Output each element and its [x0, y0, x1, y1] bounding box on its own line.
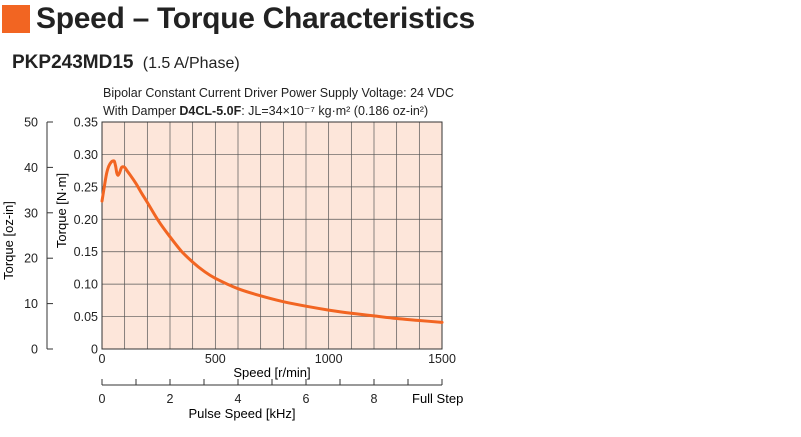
x-axis-label: Speed [r/min] [233, 365, 310, 380]
y-tick-label: 0.05 [74, 310, 98, 324]
y-tick-label: 0.20 [74, 213, 98, 227]
x2-tick-label: 4 [235, 392, 242, 406]
condition-driver: Bipolar Constant Current Driver Power Su… [103, 86, 454, 100]
y2-tick-label: 0 [31, 343, 38, 357]
model-current: (1.5 A/Phase) [142, 55, 240, 72]
curve-points [101, 160, 443, 323]
y-tick-label: 0.15 [74, 245, 98, 259]
x-tick-label: 0 [99, 352, 106, 366]
plot-area [102, 122, 442, 349]
x-tick-label: 1000 [315, 352, 343, 366]
y2-tick-label: 20 [24, 252, 38, 266]
condition-damper: With Damper D4CL-5.0F: JL=34×10⁻⁷ kg·m² … [103, 103, 428, 118]
y2-tick-label: 50 [24, 116, 38, 130]
x-tick-label: 500 [205, 352, 226, 366]
y2-axis-label: Torque [oz-in] [1, 201, 16, 280]
y2-tick-label: 30 [24, 206, 38, 220]
y-tick-label: 0.10 [74, 278, 98, 292]
title-bar: Speed – Torque Characteristics [2, 2, 475, 36]
condition-damper-prefix: With Damper [103, 104, 180, 118]
torque-curve [100, 159, 444, 324]
y-tick-label: 0.35 [74, 116, 98, 130]
y2-tick-label: 40 [24, 161, 38, 175]
y-tick-label: 0.30 [74, 148, 98, 162]
title-marker [2, 5, 30, 33]
x2-tick-label: 8 [371, 392, 378, 406]
x2-tick-label: 2 [167, 392, 174, 406]
y2-tick-label: 10 [24, 297, 38, 311]
y-axis-label: Torque [N·m] [54, 173, 69, 248]
x2-axis-label: Pulse Speed [kHz] [189, 406, 296, 421]
y-tick-label: 0.25 [74, 180, 98, 194]
x-tick-label: 1500 [428, 352, 456, 366]
y-tick-label: 0 [91, 343, 98, 357]
condition-damper-suffix: : JL=34×10⁻⁷ kg·m² (0.186 oz-in²) [241, 104, 429, 118]
damper-model: D4CL-5.0F [179, 104, 242, 118]
x2-tick-label: 6 [303, 392, 310, 406]
axes [46, 121, 443, 386]
model-line: PKP243MD15 (1.5 A/Phase) [12, 52, 240, 74]
x2-tick-label: 0 [99, 392, 106, 406]
page-title: Speed – Torque Characteristics [36, 2, 475, 35]
plot-frame [101, 121, 443, 350]
x2-end-label: Full Step [412, 391, 463, 406]
model-name: PKP243MD15 [12, 52, 134, 73]
